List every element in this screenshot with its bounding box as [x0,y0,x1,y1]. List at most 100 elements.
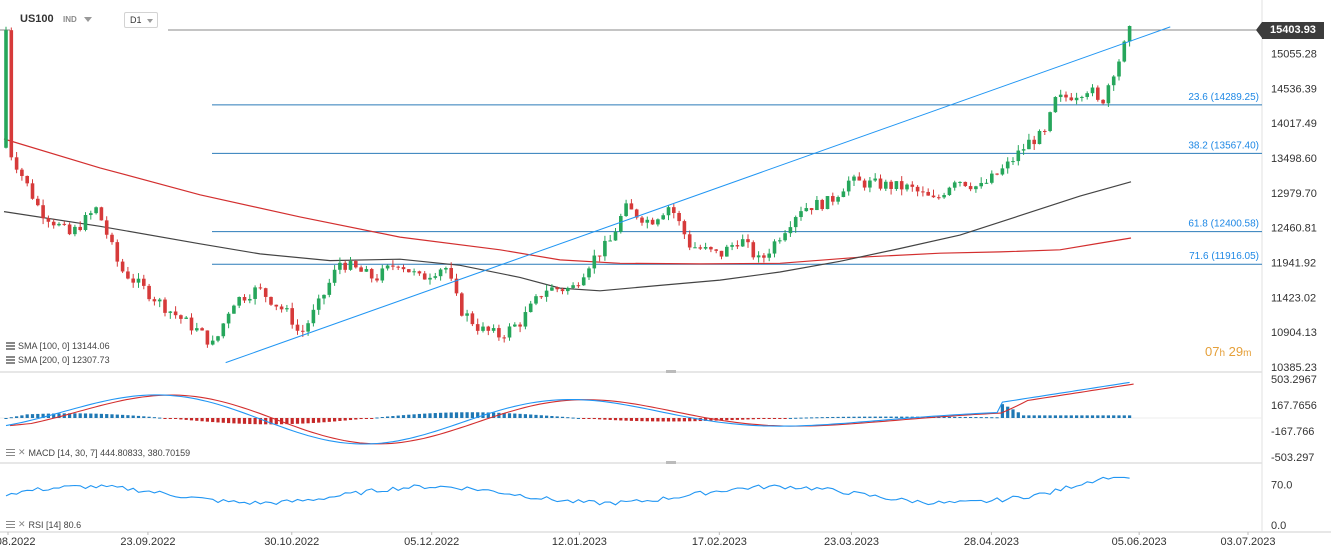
menu-icon[interactable] [6,342,15,350]
candle-body [67,224,72,235]
macd-histogram-bar [253,418,257,425]
candle-body [136,278,141,283]
candle-body [348,261,353,270]
candle-body [560,289,565,292]
symbol-dropdown-chevron-icon[interactable] [84,17,92,22]
candle-body [735,245,740,247]
rsi-legend[interactable]: ✕ RSI [14] 80.6 [6,519,81,530]
candle-body [364,269,369,272]
macd-histogram-bar [391,416,395,418]
macd-histogram-bar [269,418,273,425]
candle-body [947,187,952,196]
macd-histogram-bar [1080,415,1084,418]
sma100-legend[interactable]: SMA [100, 0] 13144.06 [6,341,110,351]
macd-histogram-bar [677,418,681,422]
macd-histogram-bar [566,417,570,419]
macd-histogram-bar [1106,415,1110,418]
candle-body [857,176,862,181]
menu-icon[interactable] [6,356,15,364]
candle-body [725,246,729,257]
macd-histogram-bar [290,418,294,424]
candle-body [958,181,962,183]
fibonacci-label: 23.6 (14289.25) [1188,92,1259,103]
fibonacci-label: 61.8 (12400.58) [1188,219,1259,230]
macd-legend[interactable]: ✕ MACD [14, 30, 7] 444.80833, 380.70159 [6,447,190,458]
macd-histogram-bar [502,413,506,418]
macd-histogram-bar [486,412,490,418]
price-axis-tick: 12979.70 [1271,188,1317,200]
candle-body [369,269,374,279]
macd-histogram-bar [820,417,824,419]
macd-legend-text: MACD [14, 30, 7] 444.80833, 380.70159 [28,447,191,458]
candle-body [380,268,385,281]
macd-histogram-bar [417,413,421,418]
symbol-label[interactable]: US100 [20,13,54,25]
sma200-legend[interactable]: SMA [200, 0] 12307.73 [6,355,110,365]
candle-body [338,262,342,270]
candle-body [836,197,840,202]
candle-body [221,323,226,337]
macd-histogram-bar [73,413,77,418]
candle-body [20,169,24,176]
candle-body [99,207,104,221]
macd-histogram-bar [635,418,639,422]
candle-body [481,326,485,331]
candle-body [778,240,782,242]
macd-histogram-bar [9,417,13,419]
candle-body [9,30,14,158]
candle-body [968,186,973,190]
price-axis-tick: 14017.49 [1271,118,1317,130]
candle-body [62,223,67,225]
candle-body [126,271,130,279]
macd-histogram-bar [364,418,368,419]
close-icon[interactable]: ✕ [18,519,26,529]
candle-body [242,296,247,301]
macd-histogram-bar [110,414,114,418]
candle-body [666,207,671,216]
candle-body [263,288,268,297]
date-axis-tick: 17.02.2023 [692,536,747,548]
macd-histogram-bar [301,418,305,424]
candle-body [433,276,438,278]
date-axis-tick: 23.09.2022 [120,536,175,548]
candle-body [624,203,628,217]
macd-axis-tick: -503.297 [1271,452,1314,464]
candle-body [899,181,904,190]
candle-body [783,233,787,241]
macd-histogram-bar [121,414,125,418]
menu-icon[interactable] [6,520,15,529]
sma200-legend-text: SMA [200, 0] 12307.73 [18,355,110,365]
candle-body [316,298,321,310]
macd-histogram-bar [1117,415,1121,418]
candle-body [401,267,406,270]
chevron-down-icon [147,19,153,23]
candle-body [1005,161,1010,169]
candle-body [163,299,167,313]
candle-body [889,181,893,189]
candle-body [566,287,570,292]
macd-histogram-bar [619,418,623,421]
macd-histogram-bar [974,417,978,419]
macd-histogram-bar [115,414,119,418]
candle-body [1011,161,1015,163]
candle-body [4,30,8,148]
candle-body [767,253,771,258]
candle-body [815,199,819,211]
candle-body [640,217,644,223]
candle-body [237,296,241,306]
candle-body [799,211,803,218]
timeframe-select[interactable]: D1 [124,12,158,28]
close-icon[interactable]: ✕ [18,447,26,457]
candle-body [921,191,925,193]
candle-body [1021,149,1026,151]
macd-histogram-bar [831,416,835,418]
sma100-legend-text: SMA [100, 0] 13144.06 [18,341,110,351]
candle-body [1096,87,1100,100]
candle-body [963,181,968,187]
macd-histogram-bar [1064,415,1068,418]
menu-icon[interactable] [6,448,15,457]
candle-body [195,328,199,331]
candle-body [507,326,512,338]
candle-body [306,323,310,332]
